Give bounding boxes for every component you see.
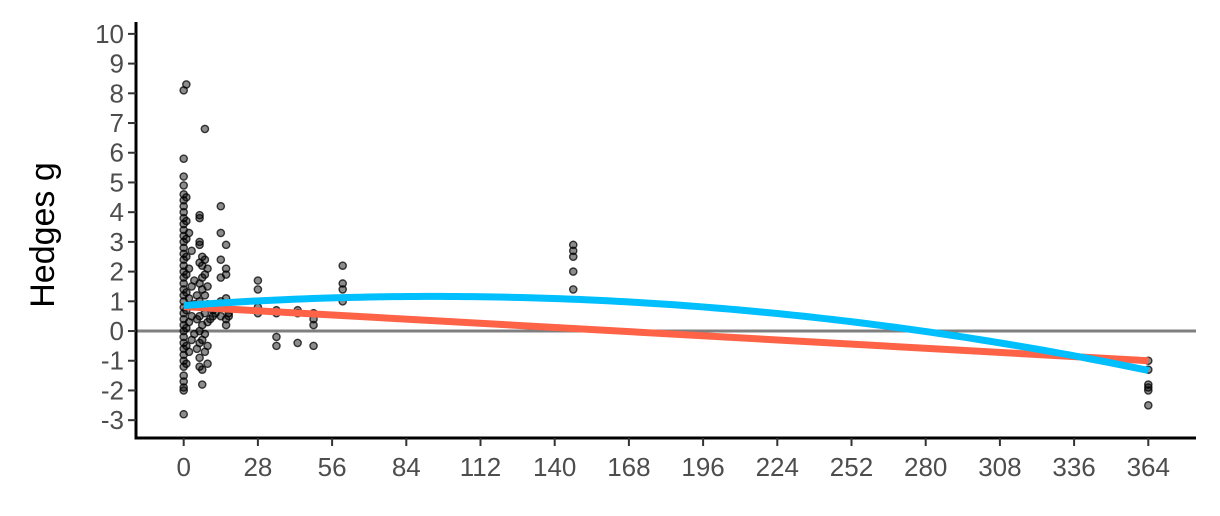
data-point [203,359,212,369]
data-point [179,377,188,386]
x-tick-label: 224 [756,452,799,482]
data-point [179,279,188,288]
x-tick-label: 252 [830,452,873,482]
y-tick-label: -3 [101,405,124,435]
data-point [197,380,207,389]
data-point [568,285,578,294]
data-point [221,240,231,250]
data-point [195,213,204,223]
x-tick-label: 0 [176,452,190,482]
data-point [203,282,212,291]
data-point [179,154,188,163]
data-point [216,228,226,238]
data-point [195,240,204,250]
data-point [182,252,191,262]
x-tick-label: 308 [978,452,1021,482]
data-point [568,267,578,276]
data-point [179,332,188,342]
data-point [338,261,348,270]
data-point [195,353,204,363]
data-point [182,359,191,369]
data-point [272,332,281,342]
data-point [1144,401,1153,410]
data-point [216,201,226,211]
data-point [184,347,194,357]
x-tick-label: 28 [243,452,272,482]
data-point [179,243,188,253]
data-point [200,291,210,300]
data-point [182,80,191,89]
data-point [253,276,263,285]
data-point [221,270,231,279]
data-point [184,264,194,273]
data-point [221,320,231,330]
linear-fit-line [183,303,1149,365]
y-tick-label: 8 [110,78,124,108]
y-tick-label: 0 [110,316,124,346]
data-point [182,193,191,202]
quadratic-fit-line [183,292,1150,374]
data-point [179,207,188,217]
data-point [216,255,226,265]
data-point [200,124,210,134]
y-tick-label: 1 [110,286,124,316]
x-tick-label: 112 [460,452,501,482]
data-point [200,329,210,339]
y-axis-title: Hedges g [24,162,62,308]
x-tick-label: 280 [904,452,947,482]
data-point [568,252,578,262]
data-point [253,285,263,294]
data-point [224,311,234,321]
y-tick-label: -1 [101,346,124,376]
data-point [184,228,194,238]
data-point [568,240,578,250]
data-point [338,285,348,294]
data-point [272,341,281,351]
data-point [338,279,348,288]
data-point [221,264,231,273]
y-tick-label: 10 [95,19,124,49]
data-point [179,172,188,181]
data-point [568,246,578,256]
y-tick-label: -2 [101,375,124,405]
y-tick-label: 2 [110,257,124,287]
data-point [184,294,194,303]
data-point [1144,386,1153,395]
x-tick-label: 140 [533,452,576,482]
y-tick-label: 4 [110,197,124,227]
y-tick-label: 5 [110,167,124,197]
data-point [179,201,188,211]
y-tick-label: 6 [110,138,124,168]
data-point [179,409,188,419]
data-point [187,246,196,256]
data-point [200,255,210,265]
data-point [309,341,318,351]
x-tick-label: 56 [318,452,347,482]
x-tick-label: 336 [1052,452,1095,482]
data-point [203,264,212,273]
data-point [293,338,302,348]
y-tick-label: 3 [110,227,124,257]
data-point [203,341,212,351]
data-point [309,320,318,330]
y-tick-label: 7 [110,108,124,138]
x-tick-label: 84 [392,452,421,482]
data-point [197,365,207,374]
data-point [179,371,188,380]
x-tick-label: 168 [607,452,650,482]
y-tick-label: 9 [110,49,124,79]
x-tick-label: 364 [1127,452,1170,482]
x-tick-label: 196 [681,452,724,482]
data-point [182,216,191,226]
plot-area [136,80,1196,419]
data-point [179,386,188,395]
data-point [179,181,188,190]
